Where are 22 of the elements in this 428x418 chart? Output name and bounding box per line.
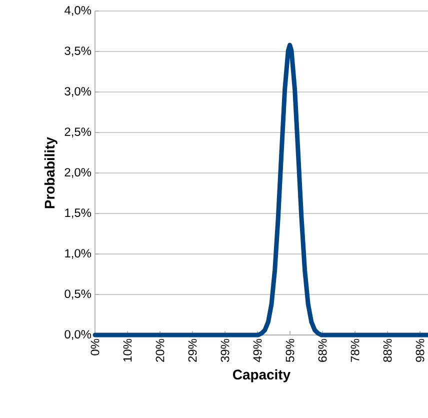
x-tick-label: 49% xyxy=(253,338,262,362)
y-tick-label: 2,5% xyxy=(64,128,92,138)
y-axis-title: Probability xyxy=(44,137,58,208)
x-tick-label: 39% xyxy=(220,338,230,362)
x-tick-label: 88% xyxy=(383,338,392,362)
y-tick-label: 2,0% xyxy=(64,168,92,178)
y-tick-label: 1,0% xyxy=(65,249,92,259)
x-tick-label: 98% xyxy=(416,338,424,362)
x-tick-label: 59% xyxy=(286,338,294,362)
x-tick-label: 10% xyxy=(123,338,132,362)
x-axis-title: Capacity xyxy=(233,369,290,382)
x-tick-label: 78% xyxy=(350,338,360,362)
y-tick-label: 3,5% xyxy=(64,46,92,56)
y-tick-label: 1,5% xyxy=(65,208,92,218)
y-tick-label: 0,5% xyxy=(64,290,92,300)
x-tick-label: 68% xyxy=(318,338,327,362)
y-tick-label: 4,0% xyxy=(64,6,92,16)
y-tick-label: 0,0% xyxy=(64,330,92,340)
x-tick-label: 20% xyxy=(156,338,164,362)
x-tick-label: 0% xyxy=(90,338,100,356)
y-tick-label: 3,0% xyxy=(64,87,92,97)
x-tick-label: 29% xyxy=(188,338,197,362)
